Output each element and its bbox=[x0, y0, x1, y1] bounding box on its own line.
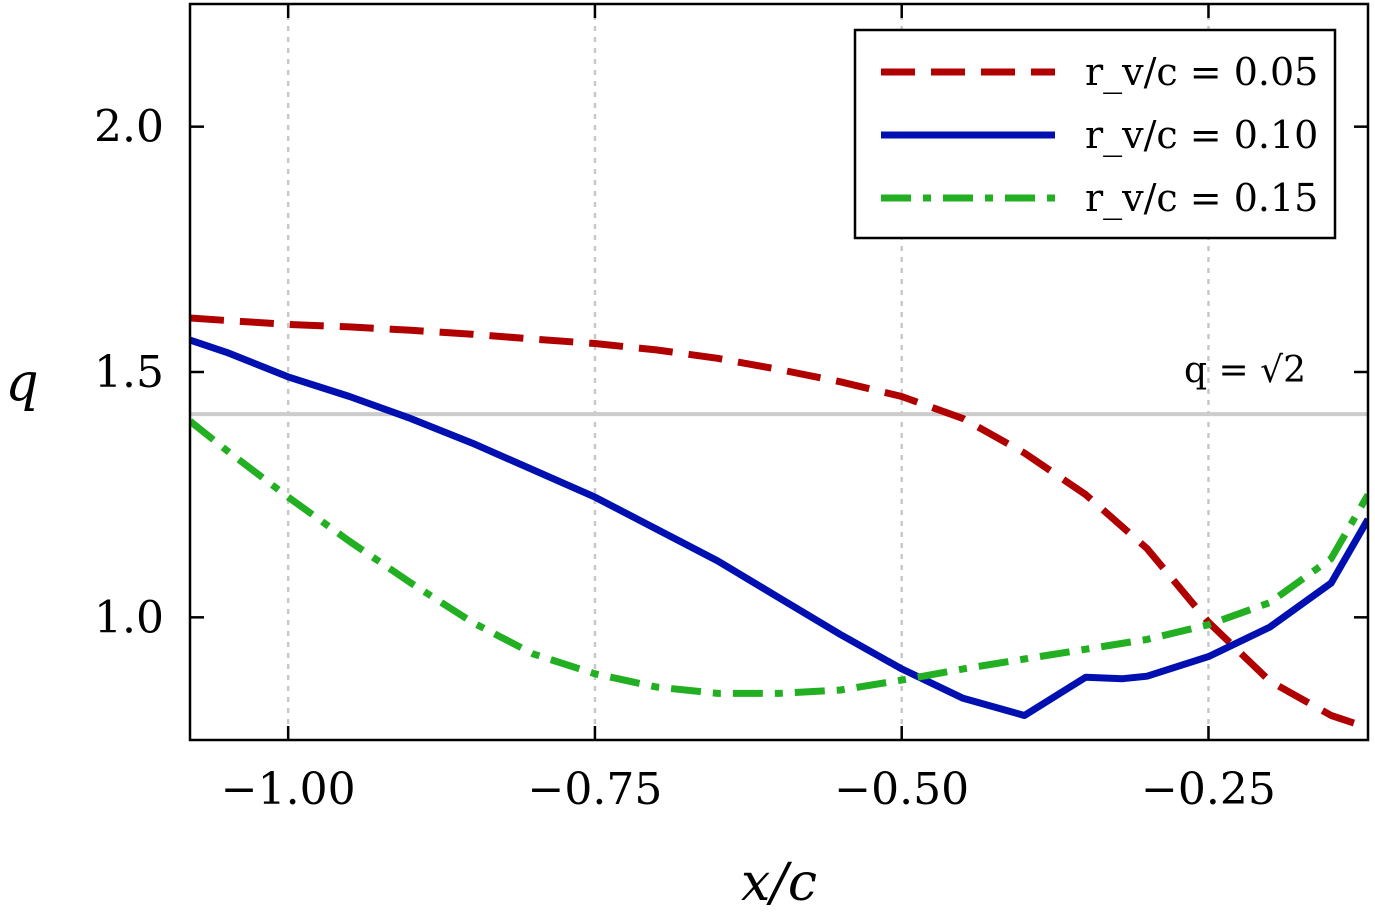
axis-ticks bbox=[190, 4, 1368, 740]
x-tick-label: −0.75 bbox=[528, 764, 663, 815]
x-tick-label: −0.50 bbox=[834, 764, 969, 815]
series-group bbox=[190, 314, 1368, 732]
legend-label-1: r_v/c = 0.10 bbox=[1085, 113, 1318, 158]
tick-labels: −1.00 −0.75 −0.50 −0.25 1.0 1.5 2.0 bbox=[94, 102, 1276, 815]
x-tick-label: −0.25 bbox=[1141, 764, 1276, 815]
legend: r_v/c = 0.05 r_v/c = 0.10 r_v/c = 0.15 bbox=[853, 28, 1337, 240]
reference-line-label: q = √2 bbox=[1184, 350, 1306, 391]
series-line-0 bbox=[190, 314, 1368, 732]
legend-label-2: r_v/c = 0.15 bbox=[1085, 176, 1318, 221]
y-tick-label: 1.0 bbox=[94, 592, 164, 643]
legend-label-0: r_v/c = 0.05 bbox=[1085, 50, 1318, 95]
series-line-1 bbox=[190, 336, 1368, 719]
y-tick-label: 1.5 bbox=[94, 347, 164, 398]
series-line-2 bbox=[190, 418, 1368, 697]
x-axis-label: x/c bbox=[741, 853, 817, 913]
x-tick-label: −1.00 bbox=[221, 764, 356, 815]
y-axis-label: q bbox=[5, 353, 38, 413]
y-tick-label: 2.0 bbox=[94, 102, 164, 153]
